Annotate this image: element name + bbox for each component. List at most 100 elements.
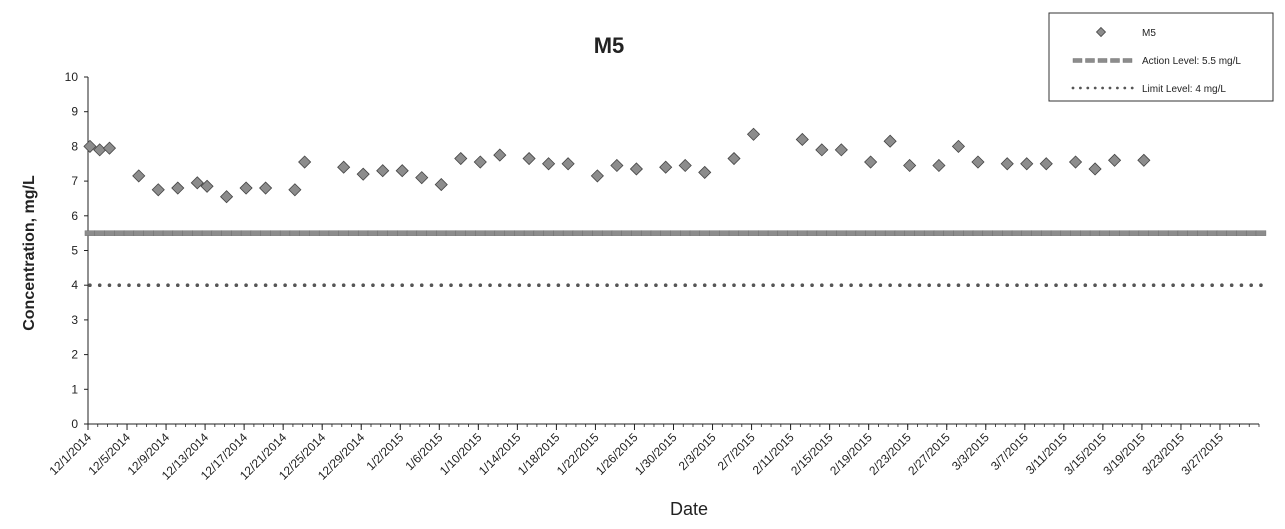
- limit-level-dot: [1073, 283, 1078, 288]
- action-level-dash: [504, 230, 515, 236]
- action-level-dash: [562, 230, 574, 236]
- data-point: [337, 160, 351, 174]
- action-level-dash: [436, 230, 447, 236]
- action-level-dash: [114, 230, 125, 236]
- limit-level-dot: [107, 283, 112, 288]
- action-level-dash: [865, 230, 876, 236]
- data-point: [288, 183, 302, 197]
- limit-level-dot: [205, 283, 209, 288]
- action-level-dash: [1167, 230, 1179, 236]
- action-level-dash: [660, 230, 671, 236]
- limit-level-dot: [576, 283, 580, 288]
- action-level-dash: [1236, 230, 1247, 236]
- limit-level-dot: [907, 283, 912, 288]
- action-level-dash: [640, 230, 652, 236]
- limit-level-dot: [263, 283, 268, 288]
- limit-level-dot: [761, 283, 766, 288]
- data-point: [151, 183, 165, 197]
- action-level-dash: [982, 230, 993, 236]
- limit-level-dot: [849, 283, 853, 288]
- limit-level-dot: [693, 283, 697, 288]
- y-tick-label: 6: [71, 209, 78, 223]
- legend: M5 Action Level: 5.5 mg/L Limit Level: 4 m…: [1048, 12, 1274, 102]
- limit-level-dot: [615, 283, 619, 288]
- data-point: [903, 158, 917, 173]
- limit-level-dot: [156, 283, 161, 288]
- limit-level-dot: [683, 283, 688, 288]
- limit-level-dot: [410, 283, 414, 288]
- action-level-dash: [797, 230, 808, 236]
- action-level-dash: [367, 230, 379, 236]
- action-level-dash: [894, 230, 906, 236]
- data-point: [171, 181, 185, 195]
- limit-level-dot: [722, 283, 727, 288]
- action-level-dash: [953, 230, 964, 236]
- action-level-dash: [845, 230, 857, 236]
- data-point: [795, 132, 809, 147]
- limit-level-dot: [1122, 283, 1127, 288]
- limit-level-dot: [585, 283, 590, 288]
- action-level-dash: [133, 230, 144, 236]
- limit-level-dot: [1054, 283, 1058, 288]
- limit-level-dot: [332, 283, 336, 288]
- limit-level-dot: [302, 283, 307, 288]
- limit-level-dot: [810, 283, 814, 288]
- action-level-dash: [533, 230, 545, 236]
- action-level-dash: [523, 230, 535, 236]
- action-level-dash: [592, 230, 603, 236]
- data-point: [864, 155, 878, 169]
- limit-level-dot: [751, 283, 756, 288]
- action-level-dash: [211, 230, 223, 236]
- y-tick-label: 5: [71, 244, 78, 258]
- action-level-dash: [231, 230, 242, 236]
- legend-marker-limit-level: [1130, 86, 1134, 90]
- data-point: [298, 155, 312, 169]
- action-level-dash: [514, 230, 525, 236]
- action-level-dash: [84, 230, 96, 236]
- action-level-dash: [279, 230, 291, 236]
- limit-level-dot: [605, 283, 609, 288]
- legend-frame: [1048, 12, 1274, 102]
- action-level-dash: [1070, 230, 1081, 236]
- action-level-dash: [992, 230, 1003, 236]
- legend-label-action-level: Action Level: 5.5 mg/L: [1142, 56, 1241, 67]
- action-level-dash: [1021, 230, 1032, 236]
- limit-level-dot: [1044, 283, 1049, 288]
- limit-level-dot: [966, 283, 971, 288]
- limit-level-dot: [351, 283, 356, 288]
- limit-level-dot: [1034, 283, 1039, 288]
- action-level-dash: [777, 230, 788, 236]
- action-level-dash: [709, 230, 720, 236]
- data-point: [1039, 157, 1053, 171]
- legend-marker-limit-level: [1101, 86, 1104, 90]
- limit-level-dot: [1063, 283, 1068, 288]
- data-point: [83, 139, 97, 153]
- action-level-dash: [972, 230, 984, 236]
- y-tick-label: 7: [71, 174, 78, 188]
- data-point: [415, 171, 429, 185]
- action-level-dash: [153, 230, 164, 236]
- limit-level-dot: [839, 283, 844, 288]
- action-level-dash: [270, 230, 281, 236]
- limit-level-dot: [624, 283, 629, 288]
- limit-level-dot: [566, 283, 570, 288]
- action-level-dash: [387, 230, 398, 236]
- data-point: [190, 176, 204, 190]
- limit-level-dot: [312, 283, 317, 288]
- limit-level-dot: [937, 283, 941, 288]
- data-point: [678, 158, 692, 173]
- action-level-dash: [348, 230, 359, 236]
- legend-marker-limit-level: [1071, 86, 1075, 90]
- data-point: [200, 179, 214, 193]
- action-level-dash: [162, 230, 174, 236]
- data-point: [356, 167, 370, 181]
- limit-level-dot: [488, 283, 492, 288]
- action-level-dash: [1206, 230, 1218, 236]
- action-level-dash: [699, 230, 710, 236]
- action-level-dash: [1187, 230, 1198, 236]
- data-point: [698, 165, 712, 179]
- limit-level-dot: [1259, 283, 1263, 288]
- limit-level-dot: [859, 283, 863, 288]
- y-axis-title: Concentration, mg/L: [21, 175, 38, 331]
- limit-level-dot: [800, 283, 805, 288]
